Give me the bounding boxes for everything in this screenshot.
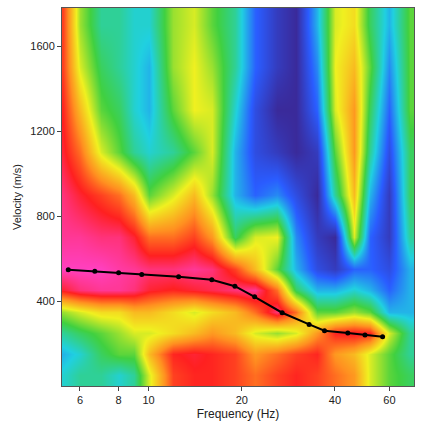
svg-text:400: 400 <box>36 295 54 307</box>
svg-text:Frequency (Hz): Frequency (Hz) <box>197 407 280 421</box>
svg-text:800: 800 <box>36 210 54 222</box>
svg-text:10: 10 <box>142 394 154 406</box>
svg-text:1600: 1600 <box>30 40 54 52</box>
svg-text:60: 60 <box>383 394 395 406</box>
svg-text:1200: 1200 <box>30 125 54 137</box>
svg-text:Velocity (m/s): Velocity (m/s) <box>11 164 23 230</box>
svg-text:8: 8 <box>116 394 122 406</box>
svg-text:6: 6 <box>77 394 83 406</box>
svg-text:40: 40 <box>329 394 341 406</box>
svg-text:20: 20 <box>236 394 248 406</box>
